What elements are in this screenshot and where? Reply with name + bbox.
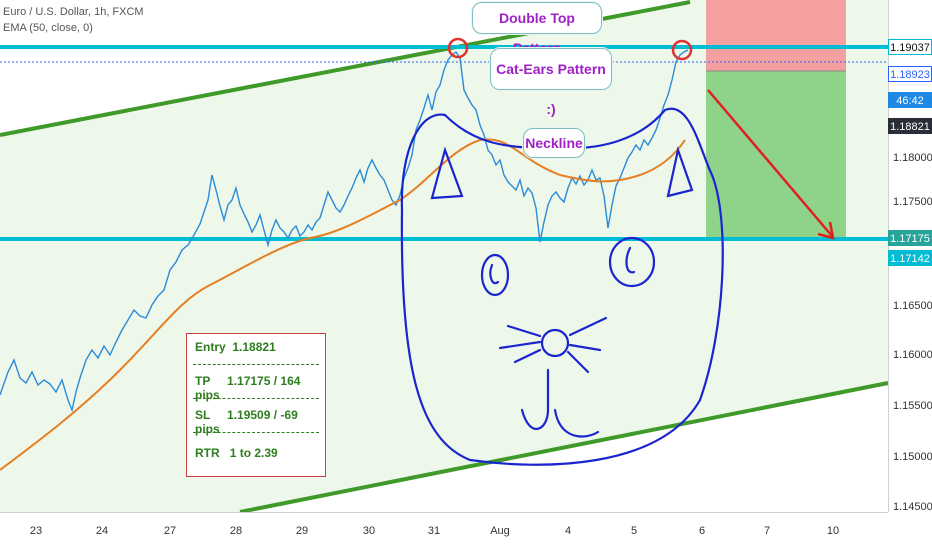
resistance-price-tag: 1.19037 [888, 39, 932, 55]
time-tick: 31 [427, 525, 441, 537]
cat-pupil-left [489, 263, 500, 285]
cat-pupil-right [625, 246, 636, 274]
take-profit-zone[interactable] [706, 71, 846, 239]
countdown-tag: 46:42 [888, 92, 932, 108]
rtr-label: RTR [195, 446, 220, 460]
top-marker-right [671, 39, 693, 61]
entry-row: Entry 1.18821 [195, 340, 276, 354]
time-tick: Aug [490, 525, 510, 537]
trade-separator [193, 364, 319, 365]
rtr-row: RTR 1 to 2.39 [195, 446, 278, 460]
arrow-head [817, 221, 835, 240]
trade-separator [193, 398, 319, 399]
price-tick: 1.14500 [893, 501, 932, 513]
entry-label: Entry [195, 340, 226, 354]
time-tick: 27 [163, 525, 177, 537]
ema-legend: EMA (50, close, 0) [3, 22, 93, 34]
tp-row: TP 1.17175 / 164 pips [195, 374, 325, 402]
time-tick: 28 [229, 525, 243, 537]
take-profit-price-tag: 1.17175 [888, 230, 932, 246]
ema-line [0, 138, 686, 471]
cat-ears-callout[interactable]: Cat-Ears Pattern :) [490, 48, 612, 117]
time-tick: 30 [362, 525, 376, 537]
price-tick: 1.17500 [893, 196, 932, 208]
time-tick: 23 [29, 525, 43, 537]
cat-drawing[interactable] [400, 107, 724, 466]
rtr-value: 1 to 2.39 [229, 446, 278, 460]
current-price-tag: 1.18923 [888, 66, 932, 82]
cat-ear-right [666, 145, 694, 198]
tp-label: TP [195, 374, 211, 388]
price-tick: 1.16000 [893, 349, 932, 361]
time-tick: 29 [295, 525, 309, 537]
price-line [0, 49, 689, 413]
cat-eye-left [480, 253, 510, 297]
price-tick: 1.18000 [893, 152, 932, 164]
cat-eye-right [608, 236, 656, 288]
sl-label: SL [195, 408, 211, 422]
time-tick: 7 [763, 525, 771, 537]
trade-info-box[interactable]: Entry 1.18821 TP 1.17175 / 164 pips SL 1… [186, 333, 326, 477]
double-top-callout[interactable]: Double Top Pattern [472, 2, 602, 56]
time-tick: 4 [564, 525, 572, 537]
cat-ear-left [430, 146, 464, 200]
direction-arrow[interactable] [707, 89, 833, 237]
neckline-callout[interactable]: Neckline [523, 128, 585, 158]
price-tick: 1.16500 [893, 300, 932, 312]
time-tick: 24 [95, 525, 109, 537]
time-tick: 5 [630, 525, 638, 537]
price-tick: 1.15500 [893, 400, 932, 412]
support-price-tag: 1.17142 [888, 250, 932, 266]
top-marker-left [447, 37, 469, 59]
cat-nose [540, 328, 570, 358]
entry-price-tag: 1.18821 [888, 118, 932, 134]
cat-whiskers-right [566, 316, 608, 374]
cat-whiskers-left [498, 324, 542, 364]
symbol-title: Euro / U.S. Dollar, 1h, FXCM [3, 6, 144, 18]
time-tick: 10 [826, 525, 840, 537]
time-tick: 6 [698, 525, 706, 537]
entry-value: 1.18821 [232, 340, 276, 354]
channel-lower-line[interactable] [239, 381, 889, 514]
stop-loss-zone[interactable] [706, 0, 846, 71]
cat-head-outline [400, 107, 724, 466]
price-tick: 1.15000 [893, 451, 932, 463]
trade-separator [193, 432, 319, 433]
cat-mouth [520, 368, 600, 438]
time-axis[interactable] [0, 512, 888, 551]
